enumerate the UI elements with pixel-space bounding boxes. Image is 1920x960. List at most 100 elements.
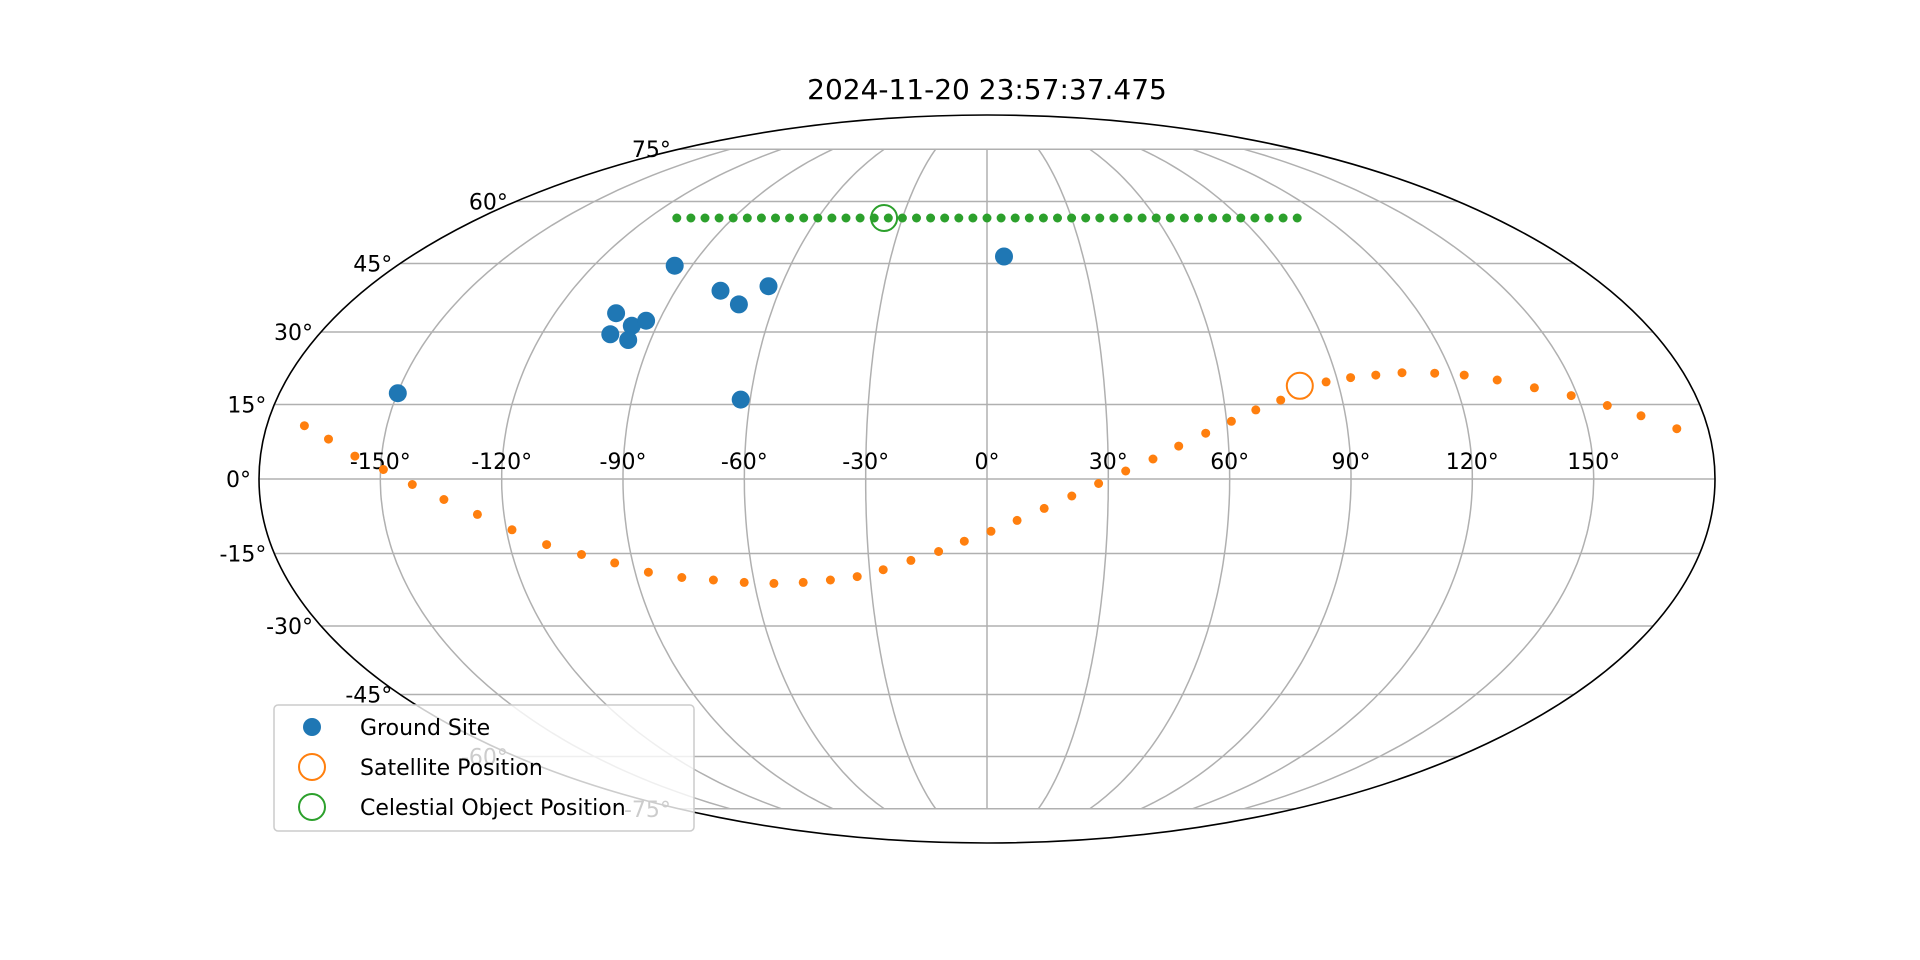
satellite-track-point [542, 540, 552, 550]
satellite-track-point [1201, 428, 1211, 438]
satellite-track-point [1039, 503, 1049, 513]
ground-site-point [622, 316, 641, 335]
satellite-track-point [986, 526, 996, 536]
satellite-track-point [769, 578, 779, 588]
legend-marker-satellite [298, 753, 326, 781]
ground-site-point [637, 311, 656, 330]
celestial-track-point [1151, 213, 1161, 223]
celestial-track-point [1208, 213, 1218, 223]
lon-tick-label: 90° [1332, 450, 1371, 475]
satellite-track-point [798, 577, 808, 587]
celestial-track-point [855, 213, 865, 223]
ground-site-point [731, 390, 750, 409]
lon-tick-label: -60° [721, 450, 768, 475]
celestial-track-point [827, 213, 837, 223]
celestial-track-point [1067, 213, 1077, 223]
ground-site-point [759, 277, 778, 296]
satellite-track-point [610, 558, 620, 568]
celestial-track-point [771, 213, 780, 223]
legend-label-ground-site: Ground Site [360, 716, 490, 741]
satellite-track-point [878, 565, 888, 575]
satellite-track-point [1226, 416, 1236, 426]
lat-tick-label: 15° [227, 394, 266, 419]
lat-tick-label: 0° [226, 468, 251, 493]
ground-site-point [711, 281, 730, 300]
legend-marker-ground-site [303, 718, 321, 736]
satellite-track-point [739, 577, 749, 587]
satellite-track-point [1012, 515, 1022, 525]
celestial-track-point [897, 213, 907, 223]
legend: Ground Site Satellite Position Celestial… [273, 704, 695, 832]
celestial-track-point [799, 213, 809, 223]
celestial-track-point [954, 213, 964, 223]
ground-site-point [388, 384, 407, 403]
celestial-track-point [912, 213, 921, 223]
satellite-track-point [1346, 373, 1356, 383]
lon-tick-label: -120° [471, 450, 532, 475]
ground-site-point [607, 304, 626, 323]
lon-tick-label: 150° [1567, 450, 1620, 475]
satellite-track-point [1094, 479, 1104, 488]
celestial-track-point [1179, 213, 1189, 223]
satellite-track-point [708, 575, 718, 585]
satellite-track-point [378, 465, 388, 474]
lon-tick-label: -30° [842, 450, 889, 475]
celestial-track-point [813, 213, 823, 223]
celestial-track-point [982, 213, 992, 223]
legend-label-celestial: Celestial Object Position [360, 796, 626, 821]
ground-site-point [619, 331, 638, 349]
map-outline [258, 114, 1716, 844]
ground-site-point [995, 247, 1013, 266]
celestial-track-point [1109, 213, 1119, 223]
satellite-track-point [934, 547, 944, 556]
satellite-track-point [324, 434, 333, 444]
satellite-track-point [1276, 395, 1286, 405]
celestial-track-point [1250, 213, 1260, 223]
graticule [259, 148, 1715, 810]
satellite-track-point [1430, 368, 1440, 378]
satellite-track-point [1459, 370, 1469, 380]
ground-site-point [665, 256, 684, 275]
celestial-track-point [785, 213, 795, 223]
legend-marker-celestial [298, 793, 326, 821]
satellite-track-point [1566, 391, 1576, 401]
celestial-track-point [728, 213, 738, 223]
satellite-track-point [1636, 411, 1646, 421]
celestial-track-point [996, 213, 1006, 223]
satellite-track-point [472, 509, 482, 519]
lon-tick-label: -90° [600, 450, 647, 475]
celestial-track-point [1278, 213, 1288, 223]
celestial-track-point [926, 213, 936, 223]
celestial-track-point [1137, 213, 1147, 223]
celestial-track-point [1292, 213, 1302, 223]
celestial-track-point [1024, 213, 1034, 223]
celestial-track-point [1194, 213, 1203, 223]
celestial-track-point [940, 213, 950, 223]
satellite-track-point [1174, 441, 1184, 451]
celestial-track-point [883, 213, 893, 223]
celestial-track-point [756, 213, 766, 223]
celestial-track-point [1038, 213, 1048, 223]
celestial-track-point [1010, 213, 1020, 223]
satellite-track-point [299, 421, 309, 431]
chart-title: 2024-11-20 23:57:37.475 [807, 73, 1167, 106]
legend-frame [273, 704, 695, 832]
lon-tick-label: 0° [975, 450, 1000, 475]
celestial-track-point [1053, 213, 1062, 223]
satellite-track-point [577, 550, 586, 559]
satellite-track-point [1251, 405, 1261, 415]
satellite-track-point [677, 573, 687, 582]
satellite-track-point [1672, 424, 1682, 434]
satellite-track-point [852, 572, 862, 582]
satellite-track-point [1397, 368, 1407, 378]
satellite-track-point [1602, 401, 1612, 410]
celestial-track-point [1095, 213, 1105, 223]
ground-site-point [601, 325, 620, 344]
satellite-track-point [906, 555, 916, 565]
lat-tick-label: -15° [219, 543, 266, 568]
celestial-track-point [1236, 213, 1246, 223]
celestial-track-point [672, 213, 682, 223]
celestial-track-point [686, 213, 696, 223]
celestial-track-point [1264, 213, 1274, 223]
lat-tick-label: 60° [469, 191, 508, 216]
